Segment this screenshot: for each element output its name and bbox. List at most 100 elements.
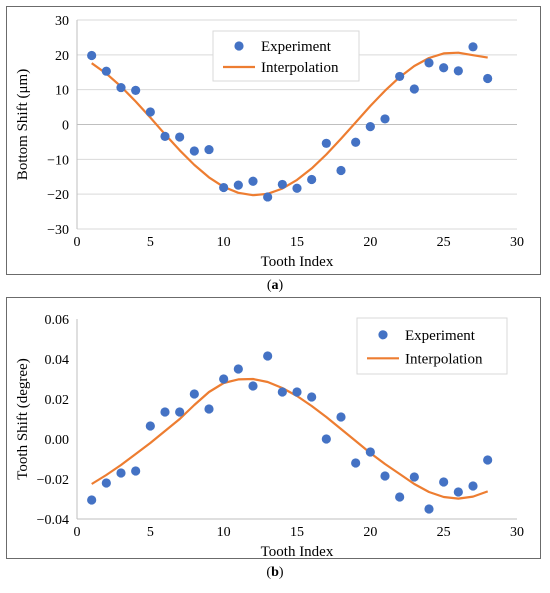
experiment-point-b-17 xyxy=(321,434,331,444)
experiment-point-b-12 xyxy=(248,381,258,391)
experiment-point-b-18 xyxy=(336,412,346,422)
experiment-point-a-9 xyxy=(204,144,214,155)
caption-a-suffix: ) xyxy=(278,278,284,293)
experiment-point-b-2 xyxy=(101,478,111,488)
x-tick-label-b-1: 5 xyxy=(147,525,154,540)
experiment-point-a-27 xyxy=(468,42,478,52)
y-tick-label-b-3: 0.02 xyxy=(45,393,70,408)
x-axis-label-b: Tooth Index xyxy=(261,544,334,560)
y-tick-label-a-6: 30 xyxy=(55,14,69,29)
experiment-point-b-15 xyxy=(292,387,302,397)
experiment-point-a-18 xyxy=(336,165,346,176)
x-tick-label-b-6: 30 xyxy=(510,525,524,540)
y-axis-label-b: Tooth Shift (degree) xyxy=(15,358,31,479)
y-axis-label-a: Bottom Shift (μm) xyxy=(15,69,31,180)
legend-experiment-label-b: Experiment xyxy=(405,328,476,344)
x-tick-label-b-4: 20 xyxy=(363,525,377,540)
legend-interpolation-label-a: Interpolation xyxy=(261,60,339,76)
caption-b-prefix: ( xyxy=(266,565,272,580)
experiment-point-a-8 xyxy=(189,146,199,156)
x-tick-label-b-3: 15 xyxy=(290,525,304,540)
x-tick-label-a-6: 30 xyxy=(510,235,524,250)
experiment-point-b-7 xyxy=(175,407,185,417)
experiment-point-b-14 xyxy=(277,387,287,397)
x-tick-label-b-5: 25 xyxy=(437,525,451,540)
experiment-point-b-19 xyxy=(351,458,361,468)
y-tick-label-b-2: 0.00 xyxy=(45,433,70,448)
experiment-point-a-28 xyxy=(483,73,493,84)
y-tick-label-a-1: −20 xyxy=(47,188,69,203)
x-tick-label-a-1: 5 xyxy=(147,235,154,250)
chart-a-svg: −30 −20 −10 0 10 20 30 0 5 10 15 20 25 30 Tooth Index B… xyxy=(15,14,524,270)
experiment-point-a-4 xyxy=(131,85,141,95)
experiment-point-b-13 xyxy=(263,351,273,361)
experiment-point-b-22 xyxy=(395,492,405,502)
caption-a-letter: a xyxy=(271,278,279,293)
experiment-point-a-5 xyxy=(145,107,155,117)
interpolation-line-b xyxy=(91,377,489,500)
experiment-point-a-2 xyxy=(101,66,111,76)
experiment-point-a-10 xyxy=(219,182,229,193)
caption-b: (b) xyxy=(0,565,550,581)
experiment-point-b-26 xyxy=(453,487,463,497)
legend-interpolation-label-b: Interpolation xyxy=(405,351,483,367)
y-tick-label-a-5: 20 xyxy=(55,49,69,64)
experiment-point-b-24 xyxy=(424,504,434,514)
experiment-point-a-3 xyxy=(116,82,126,93)
y-tick-label-b-1: −0.02 xyxy=(37,473,69,488)
legend-experiment-marker-b xyxy=(378,330,388,340)
experiment-point-b-27 xyxy=(468,481,478,491)
y-tick-label-a-3: 0 xyxy=(62,119,69,134)
experiment-point-a-26 xyxy=(453,66,463,76)
experiment-point-a-12 xyxy=(248,176,258,186)
experiment-point-b-21 xyxy=(380,471,390,481)
x-axis-label-a: Tooth Index xyxy=(261,254,334,270)
experiment-point-a-22 xyxy=(395,71,405,82)
legend-experiment-marker-a xyxy=(234,41,244,51)
experiment-point-b-23 xyxy=(409,472,419,482)
experiment-point-a-11 xyxy=(233,180,243,190)
experiment-point-b-3 xyxy=(116,468,126,478)
experiment-point-b-20 xyxy=(365,447,375,457)
x-tick-label-a-5: 25 xyxy=(437,235,451,250)
chart-panel-a: −30 −20 −10 0 10 20 30 0 5 10 15 20 25 30 Tooth Index B… xyxy=(6,6,541,275)
experiment-point-b-11 xyxy=(233,364,243,374)
experiment-point-b-5 xyxy=(145,421,155,431)
legend-box-b xyxy=(356,317,508,375)
experiment-point-a-1 xyxy=(87,50,97,61)
caption-a-prefix: ( xyxy=(266,278,272,293)
x-tick-label-b-2: 10 xyxy=(217,525,231,540)
experiment-point-a-24 xyxy=(424,58,434,68)
experiment-point-b-25 xyxy=(439,477,449,487)
x-tick-label-a-3: 15 xyxy=(290,235,304,250)
experiment-point-a-16 xyxy=(307,174,317,185)
experiment-point-a-23 xyxy=(409,84,419,94)
experiment-point-a-6 xyxy=(160,131,170,141)
legend-box-a xyxy=(212,30,360,82)
experiment-point-a-25 xyxy=(439,63,449,73)
experiment-point-a-19 xyxy=(351,137,361,147)
y-tick-label-b-0: −0.04 xyxy=(37,513,69,528)
experiment-point-a-14 xyxy=(277,179,287,190)
y-tick-label-a-0: −30 xyxy=(47,223,69,238)
x-tick-label-a-4: 20 xyxy=(363,235,377,250)
experiment-point-a-20 xyxy=(365,121,375,132)
experiment-point-b-28 xyxy=(483,455,493,465)
experiment-point-a-21 xyxy=(380,114,390,124)
legend-experiment-label-a: Experiment xyxy=(261,39,332,55)
caption-a: (a) xyxy=(0,278,550,294)
experiment-point-a-7 xyxy=(175,132,185,142)
y-tick-label-a-2: −10 xyxy=(47,153,69,168)
experiment-point-b-1 xyxy=(87,495,97,505)
chart-panel-b: −0.04 −0.02 0.00 0.02 0.04 0.06 0 5 10 15 20 25 30 To… xyxy=(6,297,541,560)
experiment-point-a-13 xyxy=(263,192,273,202)
x-tick-label-b-0: 0 xyxy=(74,525,81,540)
interpolation-line-a xyxy=(91,51,488,197)
caption-b-letter: b xyxy=(271,565,279,580)
experiment-point-b-16 xyxy=(307,392,317,402)
y-tick-label-b-5: 0.06 xyxy=(45,313,70,328)
experiment-point-b-10 xyxy=(219,374,229,384)
experiment-point-b-9 xyxy=(204,404,214,414)
y-tick-label-a-4: 10 xyxy=(55,84,69,99)
experiment-point-b-6 xyxy=(160,407,170,417)
